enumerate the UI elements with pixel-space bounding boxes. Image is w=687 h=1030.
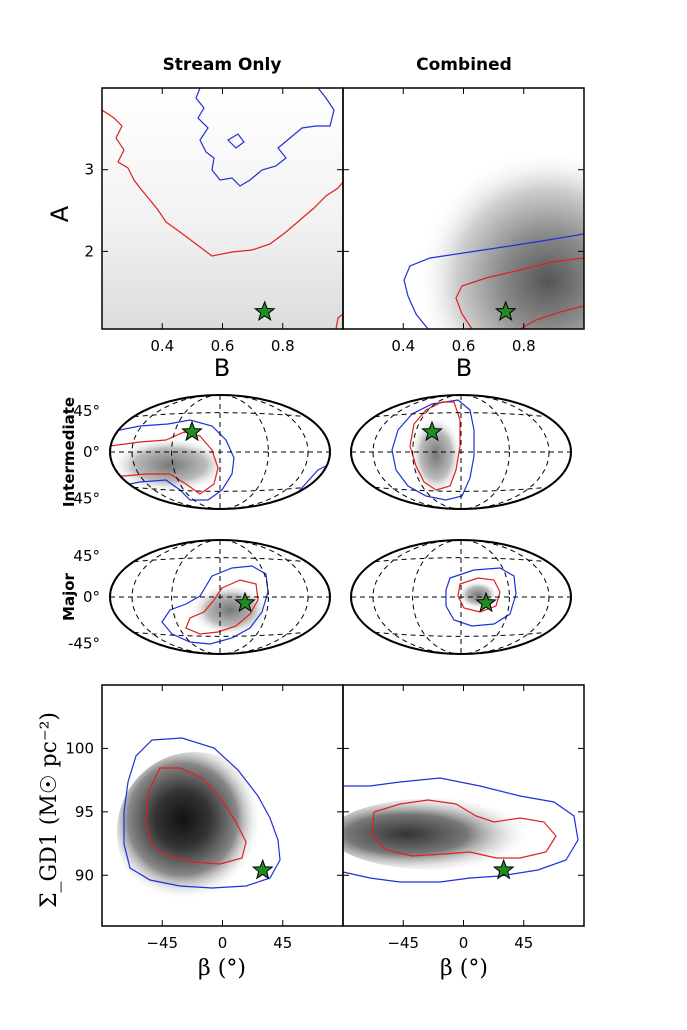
contour-inner — [295, 481, 325, 509]
ab-xtick-label: 0.6 — [452, 337, 476, 355]
true-value-star — [421, 420, 443, 442]
sky-parallel — [133, 557, 307, 563]
ab-xlabel-right: B — [456, 354, 472, 382]
sky-outline — [109, 394, 331, 510]
beta-xtick-label: 45 — [273, 934, 292, 952]
sky-grids — [109, 394, 572, 655]
contour-outer — [343, 777, 579, 883]
panel-ab-combined — [343, 88, 584, 329]
column-title-combined: Combined — [416, 55, 512, 75]
ab-ticks: 0.4 0.6 0.8 0.4 0.6 0.8 2 3 — [84, 88, 584, 355]
panel-beta-combined — [343, 685, 584, 926]
contour-inner — [102, 109, 343, 257]
beta-xtick-label: −45 — [146, 934, 178, 952]
sky-outline — [350, 394, 572, 510]
contour-inner — [457, 577, 501, 613]
sky-outline — [350, 539, 572, 655]
contour-outer — [195, 88, 335, 187]
contour-inner — [110, 431, 219, 495]
sky-parallel — [374, 557, 548, 563]
sky-parallel — [374, 486, 548, 492]
beta-ytick-label: 90 — [75, 866, 94, 884]
sky-ticks: 45° 0° -45° 45° 0° -45° — [68, 402, 100, 653]
panel-beta-stream-only — [102, 685, 343, 926]
beta-ticks: −45 0 45 −45 0 45 90 95 100 — [65, 685, 584, 952]
true-value-star — [494, 300, 517, 322]
true-value-star — [475, 591, 497, 613]
sky-intermediate-combined — [391, 399, 475, 501]
contour-outer — [110, 419, 235, 501]
contour-outer — [161, 565, 269, 645]
beta-ytick-label: 95 — [75, 803, 94, 821]
beta-xtick-label: 0 — [218, 934, 228, 952]
beta-ylabel: Σ_GD1 (M☉ pc⁻²) — [37, 712, 62, 908]
sky-parallel — [133, 631, 307, 637]
beta-xtick-label: −45 — [387, 934, 419, 952]
beta-xtick-label: 45 — [514, 934, 533, 952]
sky-ytick-label: 0° — [83, 443, 100, 461]
row-label-intermediate: Intermediate — [60, 397, 78, 507]
beta-xlabel-right: β (°) — [440, 956, 488, 981]
contour-outer — [445, 567, 517, 627]
true-value-star — [492, 858, 515, 880]
contour-inner — [145, 767, 247, 865]
sky-ytick-label: -45° — [68, 635, 100, 653]
ab-ytick-label: 3 — [84, 161, 94, 179]
contour-outer — [123, 737, 281, 889]
panel-ab-stream-only — [102, 88, 343, 329]
ab-xtick-label: 0.4 — [391, 337, 415, 355]
sky-ytick-label: -45° — [68, 490, 100, 508]
true-value-star — [251, 858, 274, 880]
ab-xtick-label: 0.8 — [271, 337, 295, 355]
contour-inner — [455, 257, 584, 329]
sky-major-stream-only — [161, 565, 270, 645]
beta-xlabel-left: β (°) — [198, 956, 246, 981]
contour-inner — [335, 313, 343, 329]
sky-ytick-label: 0° — [83, 588, 100, 606]
true-value-star — [234, 591, 256, 613]
contour-inner — [519, 305, 584, 329]
beta-ytick-label: 100 — [65, 739, 94, 757]
ab-ytick-label: 2 — [84, 242, 94, 260]
contour-outer — [403, 233, 584, 329]
sky-parallel — [374, 631, 548, 637]
contour-inner — [409, 401, 461, 491]
column-title-stream-only: Stream Only — [163, 55, 282, 75]
true-value-stars — [181, 300, 517, 880]
beta-xtick-label: 0 — [459, 934, 469, 952]
ab-xtick-label: 0.4 — [150, 337, 174, 355]
ab-xlabel-left: B — [214, 354, 230, 382]
true-value-star — [181, 420, 203, 442]
contour-outer — [227, 133, 245, 149]
ab-ylabel: A — [46, 205, 74, 222]
sky-ytick-label: 45° — [73, 547, 100, 565]
ab-xtick-label: 0.8 — [512, 337, 536, 355]
contour-outer — [391, 399, 475, 501]
ab-xtick-label: 0.6 — [211, 337, 235, 355]
contour-inner — [371, 799, 557, 859]
sky-ytick-label: 45° — [73, 402, 100, 420]
sky-parallel — [133, 486, 307, 492]
sky-parallel — [374, 412, 548, 418]
contour-inner — [185, 579, 259, 635]
true-value-star — [253, 300, 276, 322]
sky-parallel — [133, 412, 307, 418]
row-label-major: Major — [60, 572, 78, 620]
sky-outline — [109, 539, 331, 655]
